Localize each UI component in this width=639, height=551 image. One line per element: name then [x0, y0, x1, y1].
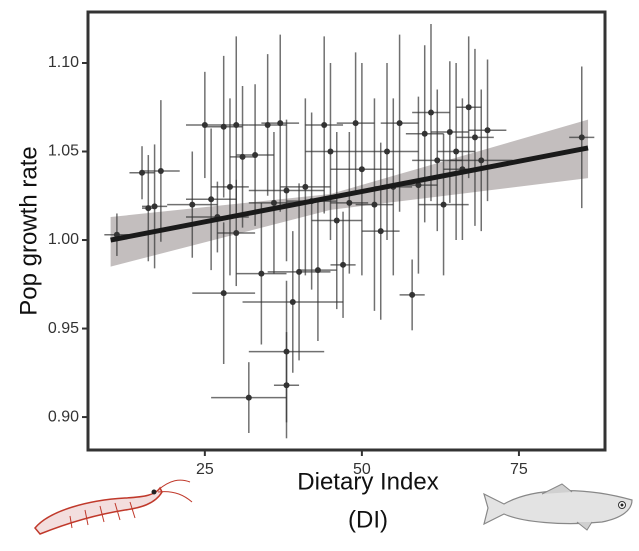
regression-line: [110, 145, 589, 243]
point: [283, 187, 290, 194]
point: [233, 121, 240, 128]
point: [427, 109, 434, 116]
point: [358, 166, 365, 173]
point: [465, 104, 472, 111]
point: [252, 152, 259, 159]
point: [233, 229, 240, 236]
point: [189, 201, 196, 208]
point: [283, 382, 290, 389]
point: [277, 120, 284, 127]
shrimp-icon: [34, 479, 193, 535]
x-axis-label: Dietary Index: [297, 468, 438, 495]
point: [258, 270, 265, 277]
point: [226, 183, 233, 190]
plot-frame: [86, 10, 607, 452]
point: [220, 290, 227, 297]
point: [157, 167, 164, 174]
x-tick-label: 25: [196, 461, 214, 478]
point: [346, 199, 353, 206]
shrimp-eye: [151, 489, 157, 495]
point: [440, 201, 447, 208]
point: [352, 120, 359, 127]
point: [270, 199, 277, 206]
point: [302, 183, 309, 190]
point: [377, 228, 384, 235]
point: [321, 121, 328, 128]
point: [478, 157, 485, 164]
fish-pupil: [620, 503, 624, 507]
point: [371, 201, 378, 208]
y-tick-label: 1.05: [48, 143, 79, 160]
point: [421, 130, 428, 137]
y-axis-label: Pop growth rate: [15, 146, 42, 315]
point: [340, 261, 347, 268]
y-tick-label: 1.10: [48, 54, 79, 71]
x-axis-label-sub: (DI): [348, 506, 388, 533]
point: [245, 394, 252, 401]
point: [453, 148, 460, 155]
point: [327, 148, 334, 155]
point: [384, 148, 391, 155]
point: [151, 203, 158, 210]
y-tick-label: 1.00: [48, 231, 79, 248]
point: [484, 127, 491, 134]
point: [333, 217, 340, 224]
point: [471, 134, 478, 141]
point: [289, 298, 296, 305]
x-tick-label: 75: [510, 461, 528, 478]
point: [434, 157, 441, 164]
point: [578, 134, 585, 141]
point: [409, 291, 416, 298]
point: [396, 120, 403, 127]
x-tick-label: 50: [353, 461, 371, 478]
y-tick-label: 0.90: [48, 408, 79, 425]
point: [446, 129, 453, 136]
point: [314, 267, 321, 274]
fish-icon: [483, 483, 633, 531]
y-tick-label: 0.95: [48, 320, 79, 337]
point: [208, 196, 215, 203]
point: [415, 182, 422, 189]
